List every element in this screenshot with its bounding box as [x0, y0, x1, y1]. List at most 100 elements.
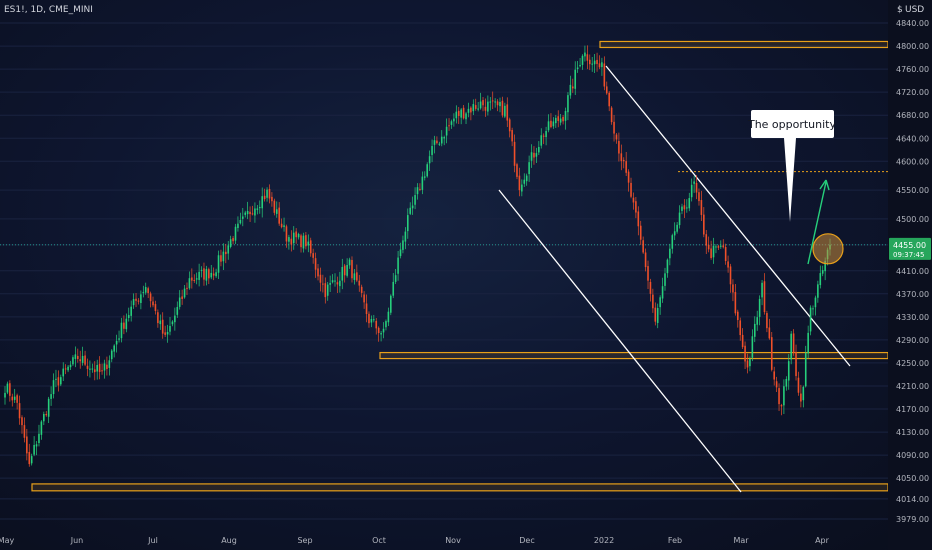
candle-body [499, 101, 501, 107]
candle-body [113, 345, 115, 352]
y-tick-label: 4500.00 [896, 215, 929, 224]
candle-body [518, 175, 521, 191]
candle-body [239, 219, 242, 224]
candle-body [261, 196, 264, 209]
candle-body [178, 297, 181, 307]
y-tick-label: 4550.00 [896, 186, 929, 195]
candle-body [154, 304, 157, 311]
candle-body [686, 207, 688, 209]
candle-body [147, 288, 149, 294]
candle-body [450, 121, 453, 125]
candle-body [72, 357, 74, 365]
candle-body [300, 235, 302, 248]
candle-body [780, 405, 783, 407]
candle-body [329, 282, 331, 285]
candle-body [603, 63, 606, 87]
candle-body [251, 213, 254, 215]
candle-body [149, 293, 152, 302]
candle-body [244, 212, 247, 215]
candle-body [118, 338, 120, 340]
x-tick-label: 2022 [594, 536, 614, 545]
candle-body [33, 444, 35, 455]
candle-body [571, 86, 574, 89]
drawings [0, 65, 888, 493]
candle-body [632, 197, 635, 203]
candle-body [271, 196, 273, 202]
candle-body [64, 368, 67, 370]
candle-body [40, 421, 43, 435]
candle-body [409, 207, 412, 214]
candle-body [69, 364, 72, 368]
candle-body [110, 350, 113, 360]
candle-body [605, 86, 608, 94]
candle-body [644, 252, 647, 268]
candle-body [440, 136, 443, 144]
y-tick-label: 3979.00 [896, 515, 929, 524]
candle-body [103, 363, 106, 371]
time-axis[interactable]: May Jun Jul Aug Sep Oct Nov Dec 2022 Feb Mar Apr [0, 536, 830, 545]
candle-body [703, 214, 705, 235]
candle-body [426, 164, 429, 177]
price-tag-value: 4455.00 [893, 241, 926, 250]
candle-body [232, 238, 234, 242]
candle-body [394, 275, 397, 282]
candle-body [382, 328, 385, 333]
candle-body [411, 205, 414, 209]
candle-body [659, 297, 661, 308]
candle-body [521, 184, 523, 192]
candle-body [93, 369, 96, 373]
candle-body [523, 179, 526, 184]
candle-body [584, 52, 586, 57]
candle-body [736, 311, 739, 321]
candle-body [406, 215, 409, 232]
candle-body [555, 117, 557, 124]
candle-body [778, 388, 780, 405]
candle-body [710, 248, 712, 258]
candle-body [436, 140, 438, 144]
candle-body [673, 231, 676, 236]
candle-body [174, 315, 176, 323]
candle-body [421, 176, 424, 190]
y-tick-label: 4410.00 [896, 267, 929, 276]
candle-body [608, 92, 610, 107]
candle-body [370, 318, 373, 323]
candle-body [30, 456, 33, 464]
candle-body [302, 235, 305, 249]
candle-body [348, 259, 351, 266]
candle-body [423, 176, 426, 178]
candle-body [545, 130, 547, 138]
candle-body [807, 332, 809, 354]
candle-body [84, 355, 86, 365]
candle-body [576, 67, 579, 70]
callout-text: The opportunity [747, 118, 837, 131]
candle-body [390, 295, 392, 313]
candle-body [462, 107, 465, 119]
price-axis[interactable]: 4840.00 4800.00 4760.00 4720.00 4680.00 4640.… [888, 0, 932, 550]
candle-body [431, 146, 433, 155]
candle-body [26, 436, 28, 454]
candle-body [722, 245, 725, 248]
candle-body [326, 284, 329, 296]
candle-body [622, 159, 625, 162]
candle-body [297, 233, 300, 238]
candle-body [205, 268, 208, 281]
candles [4, 45, 831, 467]
candle-body [635, 201, 637, 213]
candle-body [804, 352, 807, 387]
candle-body [819, 273, 822, 286]
candle-body [86, 365, 89, 369]
candle-body [792, 333, 795, 353]
candle-body [739, 320, 742, 336]
candle-body [797, 377, 800, 393]
candle-body [334, 280, 336, 282]
candle-body [474, 105, 477, 109]
candle-body [567, 95, 569, 113]
candle-body [397, 257, 399, 274]
candle-body [487, 101, 489, 112]
candle-body [746, 360, 749, 368]
candle-body [312, 253, 314, 258]
candle-body [683, 205, 686, 210]
candle-body [615, 134, 618, 140]
